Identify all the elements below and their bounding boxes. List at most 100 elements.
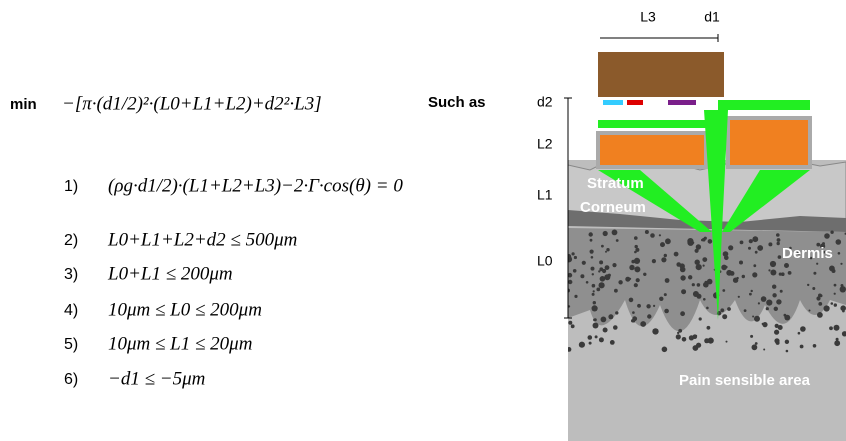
dot xyxy=(592,322,599,329)
dot xyxy=(726,269,733,276)
dot xyxy=(720,308,725,313)
region-label: Corneum xyxy=(580,199,646,216)
dot xyxy=(681,337,687,342)
dot xyxy=(592,301,596,305)
dot xyxy=(652,328,659,335)
region-label: Pain sensible area xyxy=(679,372,811,389)
dot xyxy=(663,293,667,297)
top-label: d1 xyxy=(704,9,720,25)
dot xyxy=(629,266,634,271)
dot xyxy=(809,256,813,260)
dot xyxy=(658,234,662,237)
green-layer xyxy=(718,100,810,110)
constraint-number: 1) xyxy=(64,178,78,195)
dot xyxy=(784,263,789,268)
marker xyxy=(668,100,696,105)
region-label: Stratum xyxy=(587,175,644,192)
dot xyxy=(628,297,634,303)
dot xyxy=(757,302,761,305)
constraint-number: 3) xyxy=(64,266,78,283)
dot xyxy=(571,325,574,329)
dot xyxy=(770,269,777,276)
dot xyxy=(680,311,685,317)
constraint-expression: (ρg·d1/2)·(L1+L2+L3)−2·Γ·cos(θ) = 0 xyxy=(108,175,403,196)
dot xyxy=(664,278,670,283)
dot xyxy=(741,274,745,279)
dot xyxy=(691,283,695,287)
dot xyxy=(602,230,608,237)
dot xyxy=(704,283,709,288)
dot xyxy=(644,230,649,234)
dot xyxy=(618,280,623,285)
dot xyxy=(702,257,708,262)
constraint-expression: L0+L1+L2+d2 ≤ 500μm xyxy=(107,229,297,250)
dot xyxy=(799,344,804,349)
dot xyxy=(750,334,754,338)
dot xyxy=(591,273,594,276)
objective-label: min xyxy=(10,96,37,113)
dot xyxy=(602,327,608,333)
dot xyxy=(611,229,618,236)
dot xyxy=(797,251,801,256)
dot xyxy=(585,281,589,284)
dot xyxy=(609,340,615,345)
epidermis-band xyxy=(568,210,846,232)
dot xyxy=(679,266,686,273)
dot xyxy=(698,317,702,321)
dot xyxy=(633,257,641,264)
dot xyxy=(588,341,592,345)
dot xyxy=(830,230,834,234)
dot xyxy=(702,264,705,267)
dot xyxy=(725,340,728,343)
dot xyxy=(748,239,753,244)
dot xyxy=(789,246,792,250)
dot xyxy=(661,257,667,263)
region-label: Dermis xyxy=(782,245,833,262)
constraint-expression: 10μm ≤ L0 ≤ 200μm xyxy=(108,299,262,320)
dot xyxy=(774,338,780,344)
dot xyxy=(634,236,638,240)
dot xyxy=(777,325,783,330)
dot xyxy=(833,303,837,307)
dot xyxy=(598,270,601,273)
dot xyxy=(820,243,826,249)
dot xyxy=(661,346,668,353)
dot xyxy=(673,251,679,257)
constraint-number: 2) xyxy=(64,232,78,249)
dot xyxy=(706,325,711,330)
dot xyxy=(631,259,635,264)
dot xyxy=(752,236,759,243)
dot xyxy=(753,264,757,268)
dot xyxy=(737,295,740,298)
dot xyxy=(614,288,618,293)
dot xyxy=(596,287,601,292)
dot xyxy=(837,252,841,255)
dot xyxy=(581,260,586,265)
dot xyxy=(688,335,695,341)
dot xyxy=(695,244,702,250)
dot xyxy=(817,312,823,318)
dermis-dots xyxy=(568,229,846,353)
dot xyxy=(800,326,806,332)
dot xyxy=(660,242,665,248)
dot xyxy=(600,316,607,323)
dot xyxy=(824,233,830,239)
dot xyxy=(574,294,578,298)
dot xyxy=(754,315,760,322)
dot xyxy=(694,248,699,253)
dot xyxy=(694,259,700,265)
dot xyxy=(680,275,686,281)
dot xyxy=(768,242,773,247)
dot xyxy=(769,260,777,268)
dot xyxy=(638,305,641,308)
dot xyxy=(604,265,610,270)
dot xyxy=(751,344,758,351)
dot xyxy=(839,286,846,293)
dot xyxy=(592,290,595,293)
dot xyxy=(722,251,729,257)
objective-expression: −[π·(d1/2)²·(L0+L1+L2)+d2²·L3] xyxy=(62,93,322,114)
dot xyxy=(807,283,810,287)
dot xyxy=(568,256,573,263)
constraints: 1) (ρg·d1/2)·(L1+L2+L3)−2·Γ·cos(θ) = 0 2) L… xyxy=(64,175,403,389)
